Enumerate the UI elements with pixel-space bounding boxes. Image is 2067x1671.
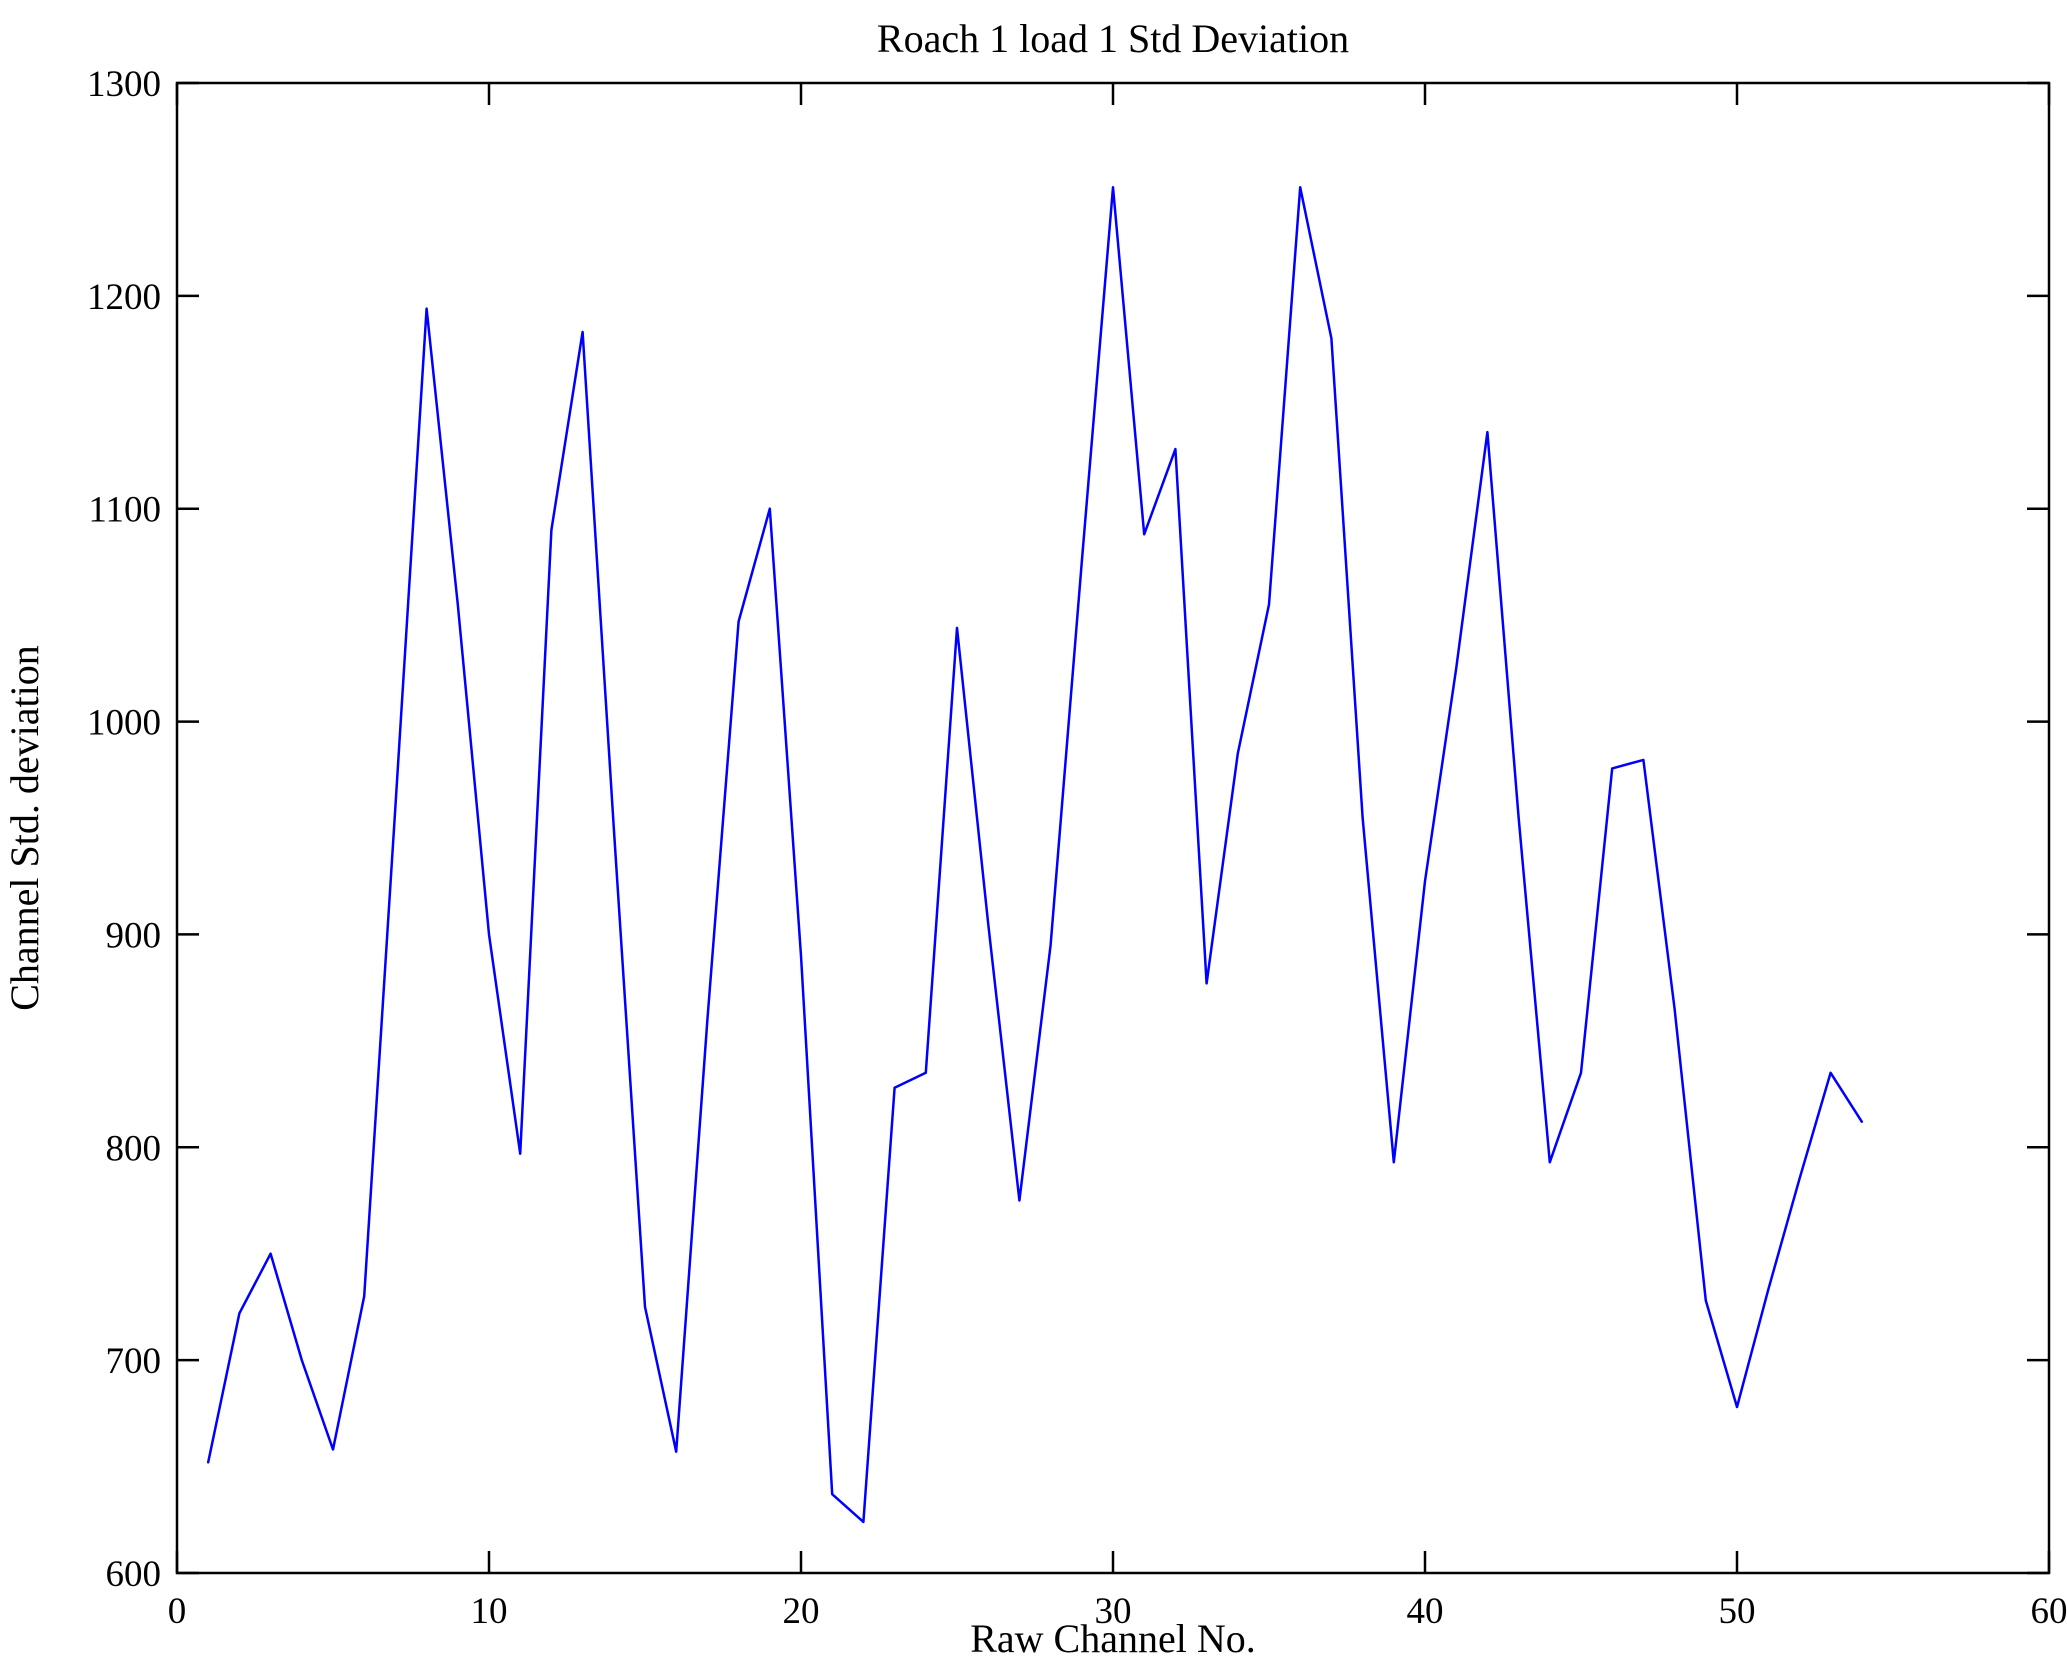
x-axis-label: Raw Channel No. <box>970 1616 1256 1661</box>
y-tick-label: 1000 <box>87 703 161 744</box>
x-tick-label: 0 <box>168 1591 187 1632</box>
x-tick-label: 40 <box>1407 1591 1444 1632</box>
y-tick-label: 1300 <box>87 64 161 105</box>
y-tick-label: 900 <box>106 915 162 956</box>
plot-box <box>175 81 2051 1575</box>
y-tick-label: 700 <box>106 1341 162 1382</box>
y-tick-label: 800 <box>106 1128 162 1169</box>
y-axis-label: Channel Std. deviation <box>2 645 47 1011</box>
y-tick-label: 1200 <box>87 277 161 318</box>
x-tick-label: 10 <box>471 1591 508 1632</box>
plot-area: 0 10 20 30 40 50 60 600 700 800 900 1000 1100 1200 130… <box>87 64 2067 1632</box>
x-tick-label: 60 <box>2031 1591 2067 1632</box>
y-tick-label: 1100 <box>88 490 161 531</box>
x-tick-label: 50 <box>1719 1591 1756 1632</box>
chart-title: Roach 1 load 1 Std Deviation <box>877 16 1349 61</box>
y-tick-label: 600 <box>106 1554 162 1595</box>
x-tick-label: 20 <box>783 1591 820 1632</box>
x-tick-label: 30 <box>1095 1591 1132 1632</box>
data-line <box>206 186 1864 1524</box>
